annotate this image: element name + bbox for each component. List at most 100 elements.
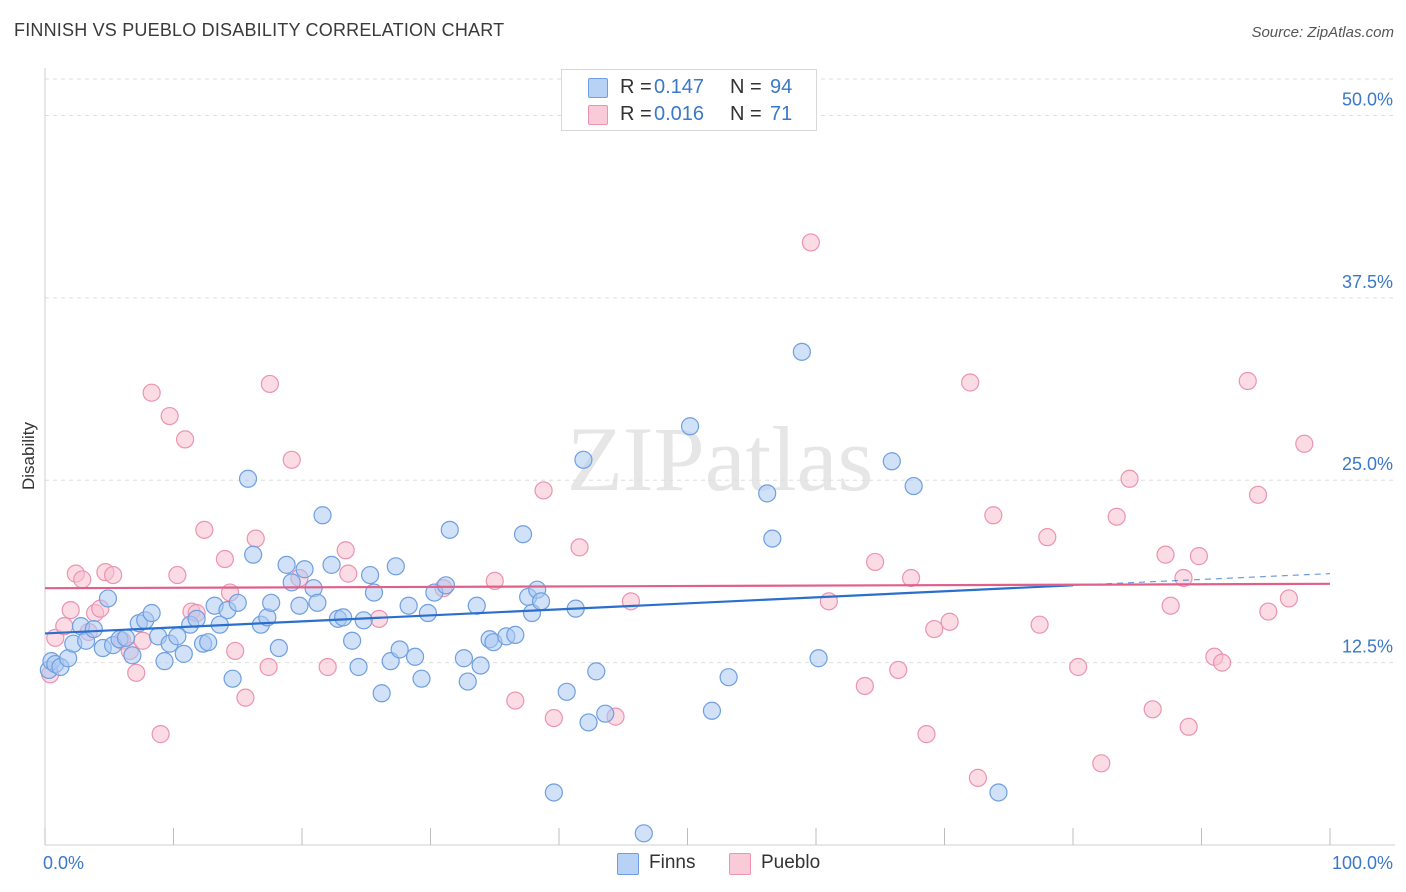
finns-point (399, 596, 418, 615)
finns-point (544, 783, 563, 802)
pueblo-point (961, 373, 980, 392)
legend-r-label: R = (620, 103, 652, 125)
pueblo-point (282, 450, 301, 469)
finns-point (343, 631, 362, 650)
pueblo-point (1189, 547, 1209, 566)
legend: R = 0.147 N = 94 R = 0.016 N = 71 (561, 69, 817, 131)
pueblo-legend-swatch (729, 853, 751, 875)
axes (44, 68, 1395, 846)
finns-point (418, 603, 438, 623)
pueblo-point (259, 657, 278, 677)
trendlines (44, 573, 1331, 635)
x-tick-labels: 0.0% 100.0% (43, 853, 1393, 873)
finns-point (372, 684, 391, 703)
pueblo-swatch (588, 105, 608, 125)
finns-point (634, 824, 653, 843)
pueblo-point (1179, 717, 1198, 736)
legend-r-label: R = (620, 76, 652, 98)
finns-legend-label: Finns (649, 852, 696, 873)
finns-point (262, 593, 281, 612)
watermark: ZIPatlas (567, 408, 874, 510)
pueblo-point (226, 641, 245, 661)
finns-point (989, 783, 1008, 802)
finns-point (440, 520, 459, 539)
legend-n-label: N = (730, 103, 762, 125)
finns-point (223, 669, 242, 688)
finns-point (579, 713, 598, 732)
gridlines (45, 78, 1395, 664)
pueblo-point (506, 691, 525, 710)
pueblo-point (889, 660, 908, 680)
finns-point (596, 704, 615, 723)
finns-point (155, 652, 174, 671)
finns-point (228, 593, 247, 612)
finns-point (123, 646, 142, 665)
x-tick-label: 100.0% (1332, 853, 1393, 873)
pueblo-point (318, 657, 337, 677)
pueblo-point (61, 600, 80, 620)
y-tick-labels: 12.5% 25.0% 37.5% 50.0% (1342, 89, 1393, 656)
pueblo-point (1120, 469, 1139, 488)
legend-row-finns: R = 0.147 N = 94 (562, 73, 816, 101)
pueblo-point (336, 541, 355, 560)
pueblo-point (1069, 657, 1088, 677)
finns-point (269, 638, 288, 658)
pueblo-point (142, 383, 161, 402)
pueblo-point (246, 529, 265, 548)
finns-point (187, 609, 206, 628)
finns-point (334, 608, 353, 627)
legend-row-pueblo: R = 0.016 N = 71 (562, 100, 816, 128)
finns-point (313, 506, 332, 525)
finns-point (361, 565, 380, 585)
pueblo-point (1143, 700, 1162, 719)
pueblo-point (544, 708, 563, 728)
pueblo-point (485, 571, 504, 591)
finns-point (244, 545, 263, 564)
legend-n-label: N = (730, 76, 762, 98)
finns-point (412, 669, 431, 688)
legend-r-value: 0.147 (654, 76, 705, 98)
finns-point (308, 593, 327, 612)
legend-n-value: 71 (770, 103, 793, 125)
pueblo-trendline (44, 582, 1331, 590)
pueblo-point (901, 568, 921, 588)
pueblo-point (940, 612, 959, 631)
finns-point (390, 640, 409, 659)
finns-legend-swatch (617, 853, 639, 875)
finns-point (322, 555, 341, 574)
finns-point (574, 450, 593, 469)
y-tick-label: 25.0% (1342, 454, 1393, 474)
finns-point (763, 529, 782, 548)
pueblo-point (1212, 653, 1232, 672)
legend-n-value: 94 (770, 76, 793, 98)
finns-point (386, 557, 405, 576)
finns-point (116, 628, 136, 647)
pueblo-point (104, 565, 123, 585)
finns-point (354, 611, 373, 630)
finns-point (467, 596, 486, 615)
pueblo-point (1038, 528, 1057, 547)
finns-point (364, 583, 384, 602)
finns-point (531, 592, 551, 611)
pueblo-point (1279, 589, 1298, 608)
pueblo-point (339, 564, 358, 583)
pueblo-point (1092, 754, 1111, 773)
pueblo-point (73, 570, 92, 589)
source-label: Source: ZipAtlas.com (1251, 24, 1394, 41)
pueblo-point (570, 538, 589, 557)
finns-point (98, 589, 118, 608)
finns-swatch (588, 78, 608, 98)
finns-point (405, 647, 425, 666)
finns-point (702, 701, 722, 720)
finns-point (513, 525, 533, 544)
pueblo-point (1030, 615, 1049, 634)
pueblo-point (133, 631, 152, 650)
finns-point (238, 469, 258, 488)
pueblo-point (925, 619, 944, 639)
series-finns (39, 342, 1008, 843)
pueblo-point (1107, 507, 1126, 526)
finns-point (458, 672, 477, 691)
finns-trendline-extension (1072, 573, 1331, 586)
finns-point (436, 576, 456, 595)
